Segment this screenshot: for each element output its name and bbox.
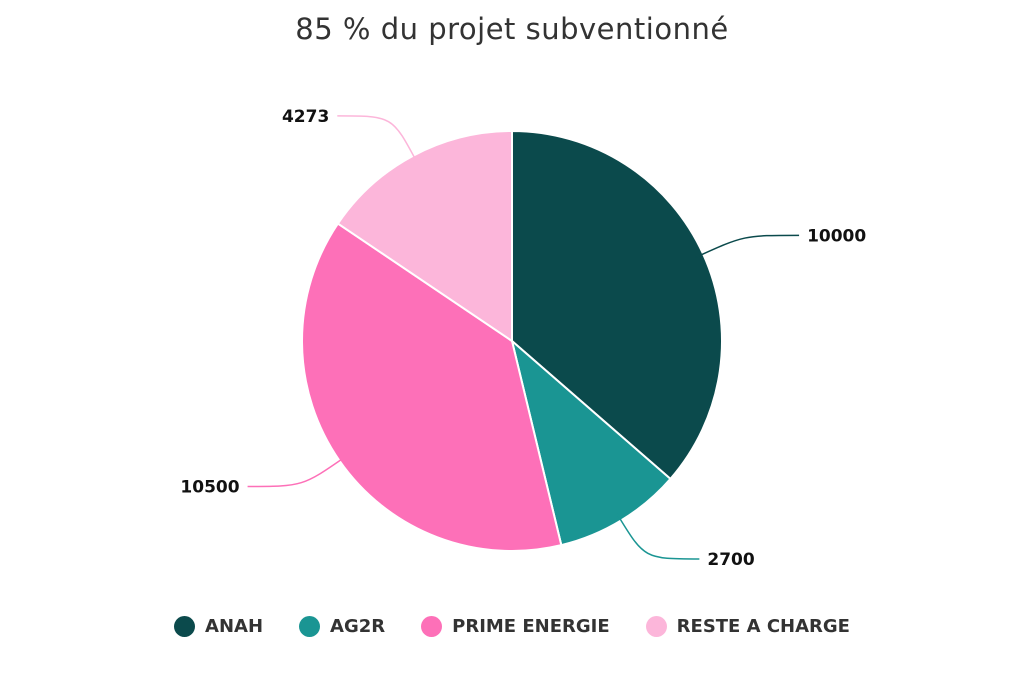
legend-marker-anah	[174, 616, 196, 637]
legend-marker-reste-a-charge	[645, 616, 667, 637]
data-label-reste-a-charge: 4273	[282, 107, 329, 127]
data-label-prime-energie: 10500	[180, 477, 239, 497]
legend-item-prime-energie[interactable]: PRIME ENERGIE	[421, 616, 610, 637]
label-connector-prime-energie	[247, 455, 347, 488]
label-connector-reste-a-charge	[337, 115, 418, 163]
data-label-ag2r: 2700	[707, 550, 754, 570]
legend-item-anah[interactable]: ANAH	[174, 616, 263, 637]
legend-label-prime-energie: PRIME ENERGIE	[452, 616, 610, 637]
data-label-anah: 10000	[807, 226, 866, 246]
legend-marker-ag2r	[299, 616, 321, 637]
legend-item-ag2r[interactable]: AG2R	[299, 616, 385, 637]
label-connector-ag2r	[616, 513, 700, 560]
legend-marker-prime-energie	[421, 616, 443, 637]
label-connector-anah	[695, 234, 800, 258]
legend-label-anah: ANAH	[205, 616, 264, 637]
chart-title: 85 % du projet subventionné	[295, 12, 729, 46]
legend: ANAH AG2R PRIME ENERGIE RESTE A CHARGE	[0, 616, 1024, 637]
legend-label-reste-a-charge: RESTE A CHARGE	[676, 616, 850, 637]
legend-item-reste-a-charge[interactable]: RESTE A CHARGE	[645, 616, 850, 637]
legend-label-ag2r: AG2R	[330, 616, 386, 637]
